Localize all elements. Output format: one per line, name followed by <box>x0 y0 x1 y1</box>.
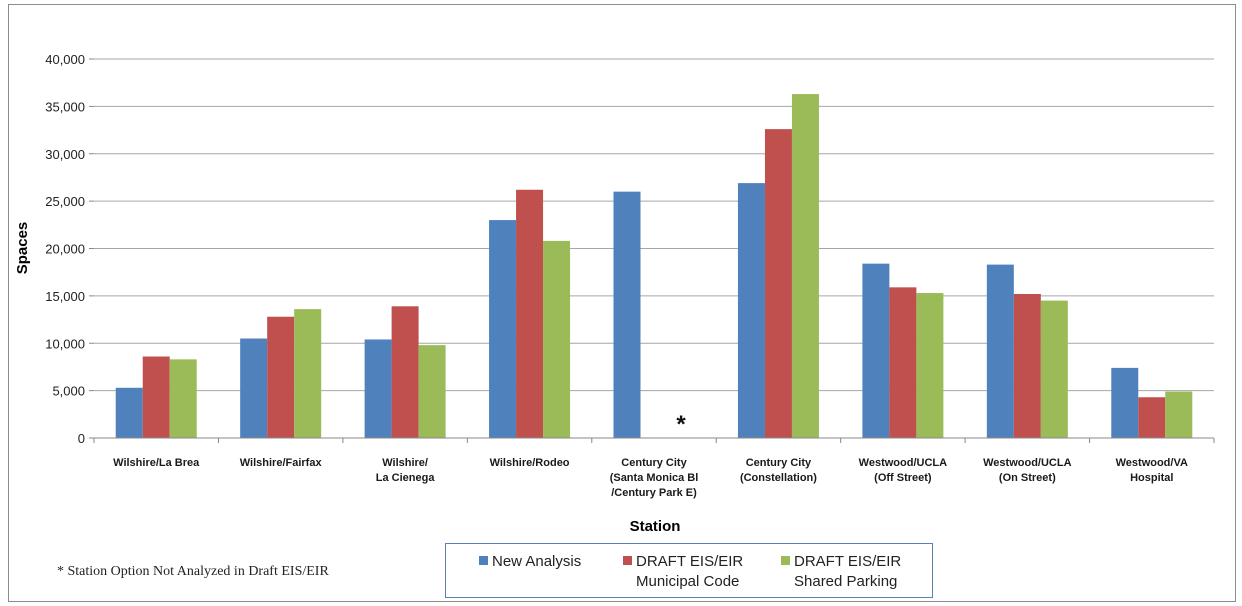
bar <box>764 129 792 439</box>
legend-swatch-municipal-code <box>623 556 632 565</box>
x-category-label: Westwood/UCLA (Off Street) <box>859 457 947 484</box>
y-tick-label: 10,000 <box>45 336 85 351</box>
x-category-label: Westwood/VA Hospital <box>1116 457 1188 484</box>
bar <box>613 191 641 438</box>
bars <box>93 94 1215 443</box>
y-tick-label: 25,000 <box>45 194 85 209</box>
y-tick-label: 40,000 <box>45 52 85 67</box>
bar <box>391 306 419 438</box>
y-axis-title: Spaces <box>14 222 31 275</box>
bar <box>1013 293 1041 438</box>
bar <box>889 287 917 438</box>
bar <box>543 240 571 438</box>
y-tick-label: 15,000 <box>45 289 85 304</box>
bar <box>489 220 517 438</box>
bar <box>240 338 268 438</box>
y-axis-ticks: 0 5,000 10,000 15,000 20,000 25,000 30,000 35,0… <box>45 52 94 446</box>
legend-swatch-shared-parking <box>781 556 790 565</box>
x-axis-categories: Wilshire/La Brea Wilshire/Fairfax Wilshire… <box>113 457 1188 499</box>
bar <box>916 293 944 438</box>
bar <box>737 183 765 438</box>
bar <box>1040 300 1068 438</box>
bar <box>516 189 544 438</box>
bar <box>1138 397 1166 438</box>
x-category-label: Century City (Santa Monica Bl/Century Par… <box>610 457 699 499</box>
y-tick-label: 20,000 <box>45 242 85 257</box>
x-category-label: Wilshire/La Cienega <box>376 457 436 484</box>
x-category-label: Wilshire/La Brea <box>113 457 200 469</box>
footnote: * Station Option Not Analyzed in Draft E… <box>57 564 329 579</box>
bar <box>986 264 1014 438</box>
bar <box>1111 367 1139 438</box>
x-category-label: Wilshire/Rodeo <box>490 457 570 469</box>
y-tick-label: 30,000 <box>45 147 85 162</box>
x-category-label: Westwood/UCLA (On Street) <box>983 457 1071 484</box>
x-category-label: Century City (Constellation) <box>740 457 817 484</box>
y-tick-label: 0 <box>78 431 85 446</box>
y-tick-label: 35,000 <box>45 99 85 114</box>
legend: New Analysis DRAFT EIS/EIR Municipal Cod… <box>445 543 933 598</box>
bar <box>115 387 143 438</box>
legend-label-shared-parking: DRAFT EIS/EIR Shared Parking <box>794 553 902 590</box>
bar <box>791 94 819 439</box>
x-category-label: Wilshire/Fairfax <box>240 457 323 469</box>
y-tick-label: 5,000 <box>52 384 85 399</box>
bar <box>862 263 890 438</box>
bar <box>1165 391 1193 438</box>
bar <box>142 356 170 438</box>
legend-swatch-new-analysis <box>479 556 488 565</box>
x-axis-title: Station <box>630 518 681 535</box>
not-analyzed-marker: * <box>676 411 686 438</box>
bar <box>364 339 392 438</box>
legend-label-municipal-code: DRAFT EIS/EIR Municipal Code <box>636 553 744 590</box>
legend-label-new-analysis: New Analysis <box>492 553 582 570</box>
bar <box>294 309 322 438</box>
bar <box>418 345 446 438</box>
bar <box>267 316 295 438</box>
bar <box>169 359 197 438</box>
